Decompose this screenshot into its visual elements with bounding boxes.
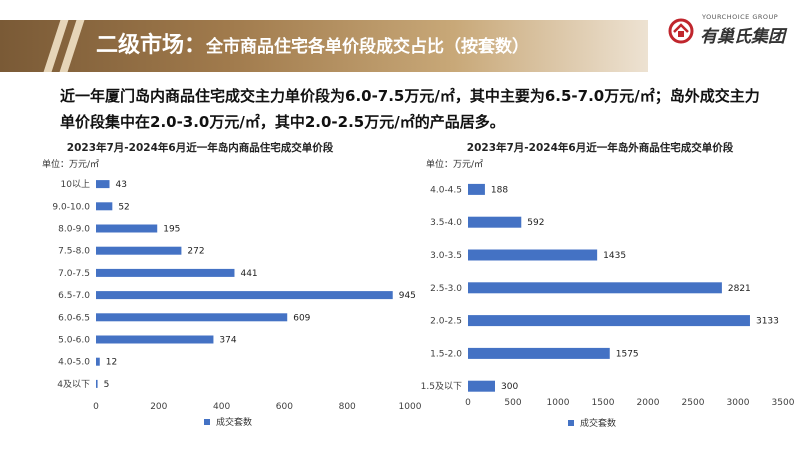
brand-logo: YOURCHOICE GROUP 有巢氏集团 xyxy=(668,10,794,50)
data-label: 272 xyxy=(187,247,204,257)
category-label: 1.5及以下 xyxy=(421,381,462,392)
chart-title: 2023年7月-2024年6月近一年岛外商品住宅成交单价段 xyxy=(467,141,734,154)
data-label: 52 xyxy=(118,202,129,212)
category-label: 4及以下 xyxy=(57,379,90,390)
data-label: 374 xyxy=(219,336,236,346)
x-tick-label: 400 xyxy=(213,402,230,412)
category-label: 4.0-5.0 xyxy=(58,358,90,368)
x-tick-label: 0 xyxy=(465,398,471,408)
bar xyxy=(468,216,522,228)
bar xyxy=(468,315,750,327)
data-label: 1435 xyxy=(603,251,626,261)
x-tick-label: 800 xyxy=(339,402,356,412)
bar xyxy=(468,347,610,359)
category-label: 7.0-7.5 xyxy=(58,269,90,279)
data-label: 5 xyxy=(104,380,110,390)
category-label: 5.0-6.0 xyxy=(58,336,90,346)
category-label: 2.0-2.5 xyxy=(430,317,462,327)
category-label: 7.5-8.0 xyxy=(58,247,90,257)
x-tick-label: 600 xyxy=(276,402,293,412)
x-tick-label: 2000 xyxy=(637,398,660,408)
data-label: 43 xyxy=(116,180,127,190)
x-tick-label: 500 xyxy=(504,398,521,408)
x-tick-label: 1500 xyxy=(592,398,615,408)
bar xyxy=(96,224,158,233)
page-title: 二级市场：全市商品住宅各单价段成交占比（按套数） xyxy=(96,27,529,59)
unit-label: 单位：万元/㎡ xyxy=(42,158,99,170)
bar xyxy=(468,183,485,195)
x-tick-label: 0 xyxy=(93,402,99,412)
title-banner xyxy=(0,20,648,72)
category-label: 8.0-9.0 xyxy=(58,225,90,235)
data-label: 195 xyxy=(163,225,180,235)
bar xyxy=(96,246,182,255)
x-tick-label: 3500 xyxy=(772,398,795,408)
bar xyxy=(96,357,100,366)
bar xyxy=(468,282,722,294)
x-tick-label: 1000 xyxy=(399,402,422,412)
bar xyxy=(96,291,393,300)
category-label: 3.0-3.5 xyxy=(430,251,462,261)
legend-label: 成交套数 xyxy=(216,416,252,428)
category-label: 9.0-10.0 xyxy=(52,202,90,212)
x-tick-label: 1000 xyxy=(547,398,570,408)
bar xyxy=(468,380,495,392)
data-label: 300 xyxy=(501,382,518,392)
x-tick-label: 2500 xyxy=(682,398,705,408)
chart-title: 2023年7月-2024年6月近一年岛内商品住宅成交单价段 xyxy=(67,141,334,154)
data-label: 945 xyxy=(399,291,416,301)
data-label: 188 xyxy=(491,185,508,195)
category-label: 2.5-3.0 xyxy=(430,284,462,294)
data-label: 441 xyxy=(240,269,257,279)
bar xyxy=(468,249,598,261)
bar xyxy=(96,202,113,211)
x-tick-label: 3000 xyxy=(727,398,750,408)
unit-label: 单位：万元/㎡ xyxy=(426,158,483,170)
bar xyxy=(96,379,98,388)
bar xyxy=(96,335,214,344)
data-label: 12 xyxy=(106,358,117,368)
data-label: 609 xyxy=(293,313,310,323)
data-label: 2821 xyxy=(728,284,751,294)
category-label: 4.0-4.5 xyxy=(430,185,462,195)
logo-chinese-text: 有巢氏集团 xyxy=(700,27,785,47)
x-tick-label: 200 xyxy=(150,402,167,412)
bar xyxy=(96,313,288,322)
legend-swatch xyxy=(204,419,210,425)
category-label: 10以上 xyxy=(61,179,90,190)
data-label: 1575 xyxy=(616,349,639,359)
bar xyxy=(96,180,110,189)
category-label: 1.5-2.0 xyxy=(430,349,462,359)
summary-text: 近一年厦门岛内商品住宅成交主力单价段为6.0-7.5万元/㎡，其中主要为6.5-… xyxy=(60,87,760,131)
category-label: 6.5-7.0 xyxy=(58,291,90,301)
data-label: 3133 xyxy=(756,317,779,327)
category-label: 3.5-4.0 xyxy=(430,218,462,228)
logo-english-text: YOURCHOICE GROUP xyxy=(702,13,779,21)
legend-label: 成交套数 xyxy=(580,417,616,429)
page-title-main: 二级市场： xyxy=(96,33,207,58)
logo-mark-icon xyxy=(668,18,694,44)
legend-swatch xyxy=(568,420,574,426)
bar xyxy=(96,268,235,277)
page-title-sub: 全市商品住宅各单价段成交占比（按套数） xyxy=(206,37,530,57)
category-label: 6.0-6.5 xyxy=(58,313,90,323)
data-label: 592 xyxy=(527,218,544,228)
